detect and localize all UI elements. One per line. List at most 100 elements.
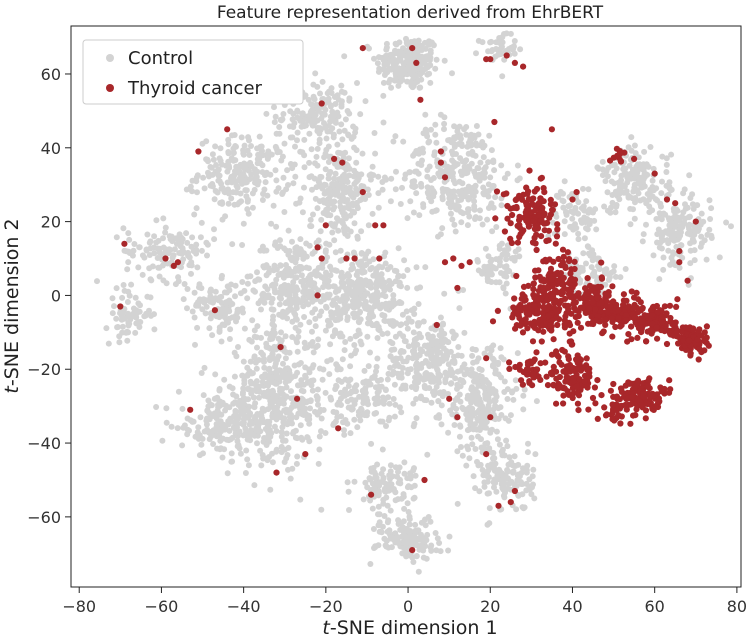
data-point [298, 272, 305, 279]
data-point [209, 332, 216, 339]
data-point [690, 205, 697, 212]
data-point [384, 519, 391, 526]
data-point [678, 242, 685, 249]
data-point [368, 468, 375, 475]
data-point [502, 290, 509, 297]
data-point [297, 321, 304, 328]
data-point [650, 165, 657, 172]
data-point [656, 210, 663, 217]
data-point [383, 40, 390, 47]
data-point [543, 237, 550, 245]
data-point [585, 244, 592, 250]
data-point [513, 272, 520, 280]
data-point [270, 326, 277, 333]
data-point [484, 521, 491, 528]
data-point [555, 380, 562, 387]
data-point [673, 303, 680, 310]
data-point [364, 484, 371, 491]
data-point [519, 228, 526, 236]
data-point [673, 206, 680, 213]
data-point [592, 306, 599, 313]
data-point [306, 242, 313, 249]
data-point [396, 48, 403, 55]
data-point [388, 544, 395, 551]
data-point [599, 158, 606, 165]
data-point [266, 150, 273, 157]
data-point [437, 372, 444, 379]
data-point [290, 428, 297, 435]
data-point [659, 178, 665, 185]
data-point [229, 241, 236, 248]
data-point [472, 216, 478, 222]
data-point [214, 189, 221, 196]
data-point [212, 395, 219, 402]
data-point [511, 295, 518, 302]
data-point [411, 350, 418, 357]
data-point [261, 392, 268, 399]
data-point [268, 306, 275, 313]
data-point [427, 79, 434, 86]
data-point [565, 258, 573, 265]
data-point [571, 265, 578, 273]
data-point [318, 415, 325, 422]
data-point [450, 188, 457, 195]
data-point [404, 539, 410, 546]
data-point [634, 187, 641, 194]
data-point [333, 382, 340, 389]
data-point [382, 386, 389, 393]
data-point [525, 440, 531, 447]
data-point [632, 195, 639, 201]
data-point [271, 266, 278, 273]
data-point [247, 437, 254, 444]
data-point [426, 385, 433, 391]
data-point [383, 482, 390, 489]
data-point [194, 264, 201, 271]
data-point [259, 148, 265, 154]
data-point [383, 423, 389, 429]
data-point [432, 530, 439, 536]
data-point [376, 528, 383, 535]
data-point [208, 310, 214, 317]
data-point [362, 98, 369, 105]
data-point [504, 170, 511, 177]
data-point [535, 267, 542, 274]
data-point [533, 246, 540, 254]
data-point [352, 129, 359, 136]
data-point [580, 185, 586, 192]
data-point [501, 264, 508, 270]
data-point [494, 470, 501, 477]
data-point [314, 342, 321, 349]
data-point [326, 153, 333, 160]
data-point [301, 339, 308, 346]
data-point [670, 251, 677, 258]
data-point [405, 49, 412, 56]
data-point [572, 221, 578, 228]
data-point [538, 217, 545, 224]
data-point [334, 366, 341, 373]
data-point [347, 287, 354, 294]
data-point [468, 366, 475, 373]
data-point [365, 222, 372, 229]
data-point [582, 285, 589, 292]
data-point [322, 430, 329, 436]
data-point [568, 208, 575, 215]
data-point [156, 264, 163, 271]
data-point [256, 133, 263, 140]
data-point [359, 269, 366, 276]
data-point [506, 454, 513, 461]
data-point [591, 384, 599, 391]
data-point [272, 167, 279, 174]
data-point [239, 163, 246, 170]
data-point [581, 214, 588, 221]
data-point [631, 142, 638, 149]
data-point [628, 134, 635, 141]
data-point [446, 195, 453, 202]
data-point [148, 312, 154, 319]
data-point [476, 215, 483, 222]
data-point [387, 364, 393, 371]
data-point [380, 92, 387, 99]
data-point [124, 299, 131, 305]
data-point [592, 317, 600, 324]
data-point [463, 406, 470, 413]
data-point [517, 301, 524, 309]
